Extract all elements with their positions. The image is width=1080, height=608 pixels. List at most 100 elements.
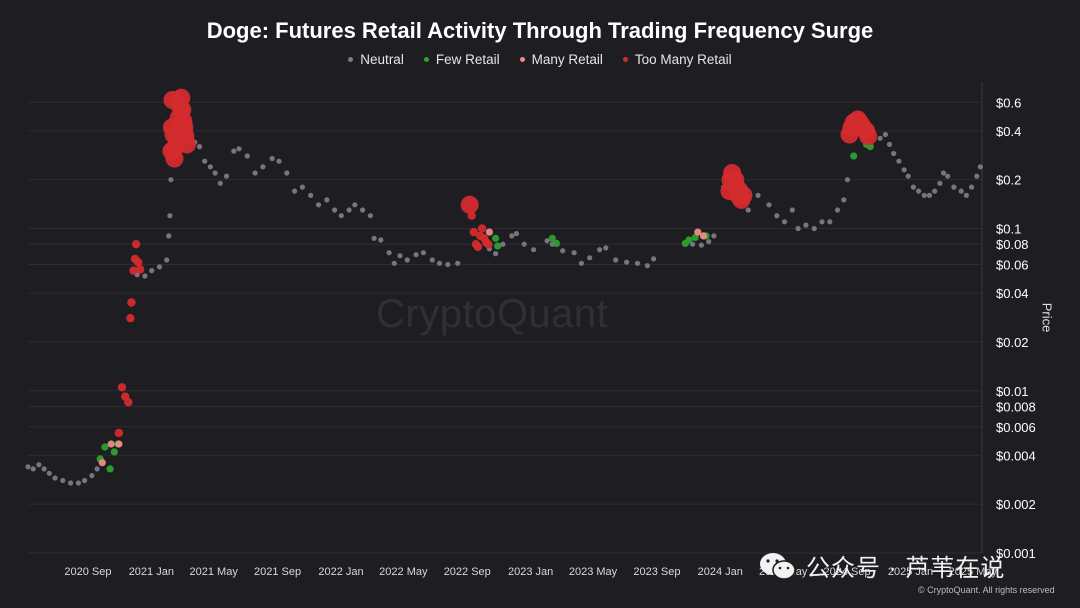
y-tick-label: $0.02 xyxy=(996,335,1029,350)
point-too-many-retail xyxy=(734,186,753,205)
point-neutral xyxy=(910,184,917,190)
point-neutral xyxy=(397,253,403,259)
point-neutral xyxy=(445,261,451,268)
point-too-many-retail xyxy=(134,258,143,267)
point-neutral xyxy=(940,170,947,176)
point-neutral xyxy=(276,158,282,164)
point-neutral xyxy=(89,473,95,479)
y-tick-label: $0.006 xyxy=(996,420,1036,435)
point-neutral xyxy=(367,213,373,219)
point-too-many-retail xyxy=(124,398,133,407)
y-tick-label: $0.002 xyxy=(996,497,1036,512)
point-neutral xyxy=(698,242,705,248)
point-neutral xyxy=(578,260,585,266)
point-neutral xyxy=(916,188,922,194)
point-neutral xyxy=(513,231,520,237)
x-tick-label: 2024 Sep xyxy=(824,566,871,578)
point-neutral xyxy=(651,256,657,262)
point-neutral xyxy=(299,184,305,190)
point-many-retail xyxy=(485,228,493,236)
point-neutral xyxy=(168,177,174,183)
x-tick-label: 2023 May xyxy=(569,566,618,578)
point-neutral xyxy=(819,219,825,225)
point-neutral xyxy=(436,260,443,266)
point-many-retail xyxy=(694,228,702,236)
point-neutral xyxy=(690,241,696,247)
point-neutral xyxy=(149,268,155,274)
point-neutral xyxy=(284,170,290,176)
point-too-many-retail xyxy=(460,195,479,214)
point-neutral xyxy=(332,207,338,213)
point-neutral xyxy=(901,167,907,173)
data-points xyxy=(25,88,984,486)
point-neutral xyxy=(315,202,322,208)
point-neutral xyxy=(958,188,964,194)
point-neutral xyxy=(963,192,970,198)
point-neutral xyxy=(905,173,911,179)
point-too-many-retail xyxy=(129,266,138,275)
y-tick-label: $0.2 xyxy=(996,173,1021,188)
x-tick-label: 2023 Jan xyxy=(508,566,553,578)
legend-label-few-retail: Few Retail xyxy=(435,52,500,67)
point-neutral xyxy=(977,164,984,170)
x-tick-label: 2021 Jan xyxy=(129,566,174,578)
point-few-retail xyxy=(101,443,109,451)
y-tick-label: $0.06 xyxy=(996,258,1029,273)
legend-item-neutral[interactable]: Neutral xyxy=(348,52,404,67)
x-tick-label: 2022 Sep xyxy=(444,566,491,578)
point-neutral xyxy=(811,225,817,232)
legend-item-too-many-retail[interactable]: Too Many Retail xyxy=(622,52,732,67)
x-tick-label: 2022 May xyxy=(379,566,428,578)
point-few-retail xyxy=(494,242,502,250)
point-too-many-retail xyxy=(477,224,487,233)
legend-dot-neutral xyxy=(348,57,354,62)
point-neutral xyxy=(386,250,392,256)
point-neutral xyxy=(932,188,938,194)
wechat-icon xyxy=(760,552,796,580)
point-neutral xyxy=(969,184,975,190)
point-many-retail xyxy=(115,440,123,448)
y-axis-label: Price xyxy=(1039,302,1055,333)
point-neutral xyxy=(886,141,893,147)
point-too-many-retail xyxy=(473,242,483,252)
point-too-many-retail xyxy=(126,314,135,323)
point-neutral xyxy=(544,238,550,244)
point-few-retail xyxy=(685,236,693,244)
legend-dot-too-many-retail xyxy=(622,57,628,62)
point-few-retail xyxy=(691,233,699,242)
point-neutral xyxy=(360,207,366,213)
legend-dot-few-retail xyxy=(423,57,429,62)
copyright-text: © CryptoQuant. All rights reserved xyxy=(918,585,1055,595)
point-neutral xyxy=(212,170,218,176)
point-neutral xyxy=(94,466,100,472)
legend-item-many-retail[interactable]: Many Retail xyxy=(519,52,603,67)
point-neutral xyxy=(429,257,435,263)
chart-title: Doge: Futures Retail Activity Through Tr… xyxy=(206,18,874,43)
point-too-many-retail xyxy=(467,211,476,220)
point-neutral xyxy=(52,475,58,481)
legend-item-few-retail[interactable]: Few Retail xyxy=(423,52,500,67)
point-few-retail xyxy=(548,234,556,242)
point-neutral xyxy=(260,164,266,170)
point-neutral xyxy=(644,263,651,269)
point-neutral xyxy=(223,173,230,179)
point-few-retail xyxy=(106,465,114,473)
point-neutral xyxy=(500,241,506,247)
y-tick-label: $0.6 xyxy=(996,95,1021,110)
x-tick-label: 2021 Sep xyxy=(254,566,301,578)
point-few-retail xyxy=(110,448,118,456)
point-too-many-retail xyxy=(178,135,196,154)
y-axis-ticks: $0.6 $0.4 $0.2 $0.1$0.08 $0.06 $0.04 $0.02 $0.0… xyxy=(996,95,1036,561)
point-neutral xyxy=(877,135,883,141)
point-neutral xyxy=(745,207,751,213)
point-neutral xyxy=(634,260,641,266)
point-neutral xyxy=(371,235,377,241)
wechat-badge: 公众号 · 芦苇在说 xyxy=(758,548,1005,583)
point-neutral xyxy=(413,252,419,258)
point-neutral xyxy=(827,219,833,225)
point-neutral xyxy=(68,480,74,486)
point-few-retail xyxy=(552,239,561,247)
point-neutral xyxy=(882,131,889,138)
point-neutral xyxy=(560,248,566,254)
point-neutral xyxy=(587,255,593,261)
